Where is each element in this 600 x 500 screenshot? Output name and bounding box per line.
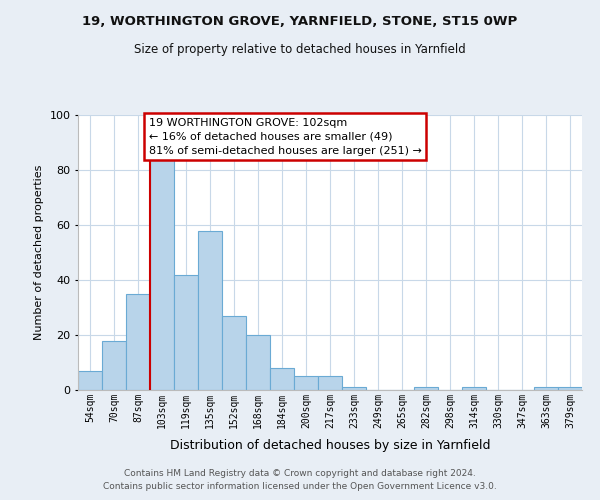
Text: Contains public sector information licensed under the Open Government Licence v3: Contains public sector information licen…: [103, 482, 497, 491]
Bar: [414, 387, 438, 390]
Bar: [198, 230, 222, 390]
Bar: [342, 387, 366, 390]
Bar: [174, 274, 198, 390]
Bar: [270, 368, 294, 390]
Text: 19 WORTHINGTON GROVE: 102sqm
← 16% of detached houses are smaller (49)
81% of se: 19 WORTHINGTON GROVE: 102sqm ← 16% of de…: [149, 118, 421, 156]
Bar: [222, 316, 246, 390]
Bar: [318, 376, 342, 390]
Text: 19, WORTHINGTON GROVE, YARNFIELD, STONE, ST15 0WP: 19, WORTHINGTON GROVE, YARNFIELD, STONE,…: [82, 15, 518, 28]
Bar: [150, 159, 174, 390]
Bar: [294, 376, 318, 390]
Text: Contains HM Land Registry data © Crown copyright and database right 2024.: Contains HM Land Registry data © Crown c…: [124, 468, 476, 477]
X-axis label: Distribution of detached houses by size in Yarnfield: Distribution of detached houses by size …: [170, 439, 490, 452]
Bar: [102, 340, 126, 390]
Bar: [246, 335, 270, 390]
Bar: [126, 294, 150, 390]
Bar: [462, 387, 486, 390]
Bar: [534, 387, 558, 390]
Bar: [558, 387, 582, 390]
Bar: [78, 371, 102, 390]
Text: Size of property relative to detached houses in Yarnfield: Size of property relative to detached ho…: [134, 42, 466, 56]
Y-axis label: Number of detached properties: Number of detached properties: [34, 165, 44, 340]
